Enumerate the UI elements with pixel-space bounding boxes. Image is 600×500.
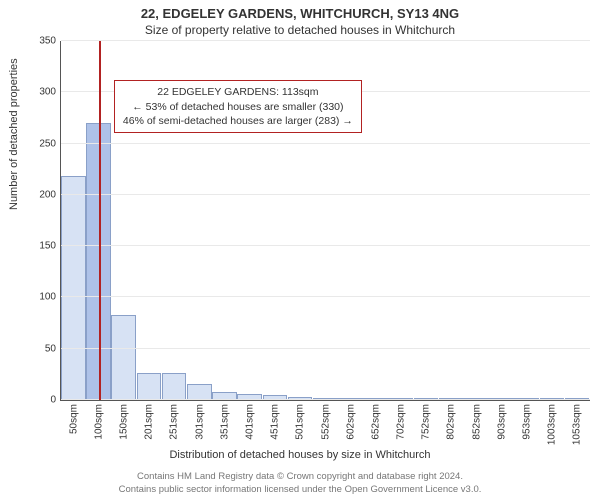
histogram-bar	[187, 384, 212, 400]
ytick-label: 50	[45, 343, 56, 354]
footer-line-2: Contains public sector information licen…	[0, 484, 600, 496]
xtick-label: 602sqm	[345, 404, 356, 440]
ytick-label: 350	[39, 36, 56, 47]
ytick-label: 300	[39, 87, 56, 98]
xtick-label: 50sqm	[68, 404, 79, 434]
xtick-label: 351sqm	[219, 404, 230, 440]
xtick-label: 201sqm	[144, 404, 155, 440]
ytick-label: 100	[39, 292, 56, 303]
gridline	[61, 296, 590, 297]
footer: Contains HM Land Registry data © Crown c…	[0, 471, 600, 496]
yaxis-label: Number of detached properties	[8, 58, 20, 210]
histogram-bar	[162, 373, 187, 400]
xtick-label: 150sqm	[118, 404, 129, 440]
xtick-label: 903sqm	[496, 404, 507, 440]
xtick-label: 552sqm	[320, 404, 331, 440]
gridline	[61, 399, 590, 400]
ytick-label: 200	[39, 189, 56, 200]
xtick-label: 301sqm	[194, 404, 205, 440]
xtick-label: 652sqm	[370, 404, 381, 440]
xtick-label: 752sqm	[421, 404, 432, 440]
xtick-label: 802sqm	[446, 404, 457, 440]
xtick-label: 451sqm	[270, 404, 281, 440]
annotation-line: 22 EDGELEY GARDENS: 113sqm	[123, 85, 353, 99]
xaxis-label: Distribution of detached houses by size …	[0, 449, 600, 461]
ytick-label: 0	[50, 395, 56, 406]
footer-line-1: Contains HM Land Registry data © Crown c…	[0, 471, 600, 483]
xtick-label: 1053sqm	[572, 404, 583, 445]
histogram-bar	[61, 176, 86, 400]
xtick-label: 501sqm	[295, 404, 306, 440]
xtick-label: 251sqm	[169, 404, 180, 440]
xtick-label: 100sqm	[93, 404, 104, 440]
annotation-line: 46% of semi-detached houses are larger (…	[123, 114, 353, 128]
gridline	[61, 40, 590, 41]
xtick-label: 852sqm	[471, 404, 482, 440]
page-subtitle: Size of property relative to detached ho…	[0, 21, 600, 41]
xtick-label: 401sqm	[244, 404, 255, 440]
gridline	[61, 245, 590, 246]
histogram-bar	[137, 373, 162, 400]
gridline	[61, 143, 590, 144]
histogram-bar	[111, 315, 136, 400]
reference-line	[99, 41, 101, 400]
ytick-label: 150	[39, 241, 56, 252]
gridline	[61, 194, 590, 195]
gridline	[61, 348, 590, 349]
annotation-box: 22 EDGELEY GARDENS: 113sqm← 53% of detac…	[114, 80, 362, 133]
xtick-label: 953sqm	[522, 404, 533, 440]
annotation-line: ← 53% of detached houses are smaller (33…	[123, 100, 353, 114]
page-title: 22, EDGELEY GARDENS, WHITCHURCH, SY13 4N…	[0, 0, 600, 21]
xtick-label: 702sqm	[396, 404, 407, 440]
chart-area: 05010015020025030035050sqm100sqm150sqm20…	[60, 41, 590, 401]
ytick-label: 250	[39, 138, 56, 149]
plot-area: 05010015020025030035050sqm100sqm150sqm20…	[60, 41, 590, 401]
xtick-label: 1003sqm	[547, 404, 558, 445]
